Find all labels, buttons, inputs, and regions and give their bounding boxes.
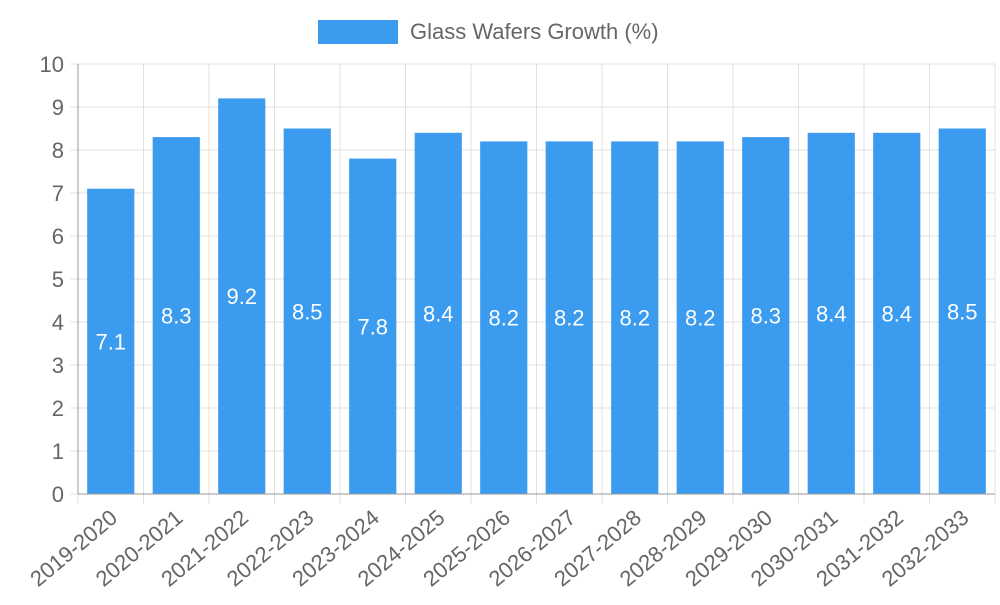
bar-value-label: 7.1 xyxy=(95,329,126,354)
bar-2026-2027[interactable] xyxy=(545,141,593,494)
bars xyxy=(87,98,986,495)
y-tick-label: 0 xyxy=(52,482,64,507)
y-tick-label: 2 xyxy=(52,396,64,421)
y-tick-label: 5 xyxy=(52,267,64,292)
legend-label: Glass Wafers Growth (%) xyxy=(410,19,659,44)
y-tick-label: 9 xyxy=(52,95,64,120)
bar-value-label: 8.2 xyxy=(554,306,585,331)
bar-2032-2033[interactable] xyxy=(938,128,986,495)
bar-2019-2020[interactable] xyxy=(87,188,135,494)
bar-2028-2029[interactable] xyxy=(676,141,724,494)
y-tick-label: 4 xyxy=(52,310,64,335)
y-tick-label: 8 xyxy=(52,138,64,163)
bar-2020-2021[interactable] xyxy=(152,137,200,494)
y-tick-label: 6 xyxy=(52,224,64,249)
bar-value-label: 9.2 xyxy=(226,284,257,309)
bar-2023-2024[interactable] xyxy=(349,158,397,494)
axes xyxy=(70,63,995,495)
bar-value-label: 8.4 xyxy=(423,301,454,326)
bar-2022-2023[interactable] xyxy=(283,128,331,495)
bar-2024-2025[interactable] xyxy=(414,132,462,495)
legend[interactable]: Glass Wafers Growth (%) xyxy=(318,19,659,44)
y-tick-label: 10 xyxy=(40,52,64,77)
bar-value-label: 8.5 xyxy=(292,299,323,324)
bar-2030-2031[interactable] xyxy=(807,132,855,495)
bar-value-label: 8.2 xyxy=(619,306,650,331)
bar-value-label: 8.3 xyxy=(750,304,781,329)
bar-2025-2026[interactable] xyxy=(480,141,528,494)
y-tick-label: 1 xyxy=(52,439,64,464)
bar-value-label: 8.2 xyxy=(685,306,716,331)
bar-value-label: 8.3 xyxy=(161,304,192,329)
y-tick-label: 7 xyxy=(52,181,64,206)
bar-value-label: 8.5 xyxy=(947,299,978,324)
bar-value-label: 7.8 xyxy=(357,314,388,339)
bar-value-label: 8.4 xyxy=(881,301,912,326)
bar-value-label: 8.4 xyxy=(816,301,847,326)
bar-2021-2022[interactable] xyxy=(218,98,266,495)
bar-2027-2028[interactable] xyxy=(611,141,659,494)
grid xyxy=(77,63,996,504)
bar-value-label: 8.2 xyxy=(488,306,519,331)
bar-2029-2030[interactable] xyxy=(742,137,790,494)
legend-swatch xyxy=(318,20,398,44)
y-tick-label: 3 xyxy=(52,353,64,378)
bar-2031-2032[interactable] xyxy=(873,132,921,495)
